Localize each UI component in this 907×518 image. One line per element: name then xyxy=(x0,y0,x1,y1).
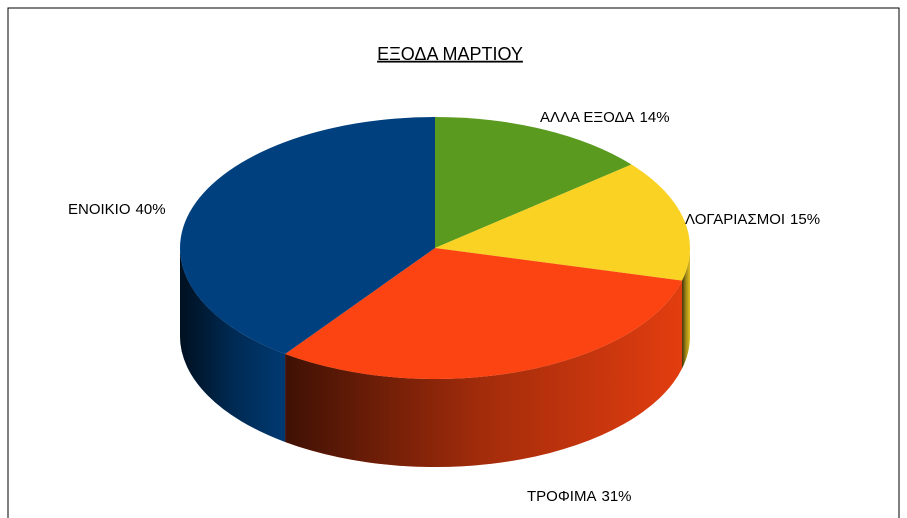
data-label-category: ΑΛΛΑ ΕΞΟΔΑ xyxy=(540,109,635,126)
slice-side-shade xyxy=(180,248,286,442)
slice-top xyxy=(435,164,690,281)
data-label-category: ΕΝΟΙΚΙΟ xyxy=(68,201,131,218)
slice-side-shade xyxy=(681,248,690,369)
data-label-category: ΛΟΓΑΡΙΑΣΜΟΙ xyxy=(685,211,785,228)
data-label-category: ΤΡΟΦΙΜΑ xyxy=(527,488,596,505)
slice xyxy=(435,117,632,248)
data-label: ΕΝΟΙΚΙΟ 40% xyxy=(68,201,166,218)
chart-frame xyxy=(7,7,900,518)
slice xyxy=(180,117,435,442)
chart-title: ΕΞΟΔΑ ΜΑΡΤΙΟΥ xyxy=(377,44,523,64)
slice xyxy=(285,248,682,468)
slice-side-shade xyxy=(285,280,682,468)
data-label: ΛΟΓΑΡΙΑΣΜΟΙ 15% xyxy=(685,211,820,228)
data-label-value: 31% xyxy=(601,488,631,505)
data-label: ΑΛΛΑ ΕΞΟΔΑ 14% xyxy=(540,109,670,126)
slice xyxy=(435,164,690,369)
data-label: ΤΡΟΦΙΜΑ 31% xyxy=(527,488,632,505)
slice-top xyxy=(285,248,682,379)
slice-top xyxy=(180,117,435,354)
data-label-value: 14% xyxy=(640,109,670,126)
data-label-value: 15% xyxy=(790,211,820,228)
slice-top xyxy=(435,117,632,248)
data-label-value: 40% xyxy=(136,201,166,218)
